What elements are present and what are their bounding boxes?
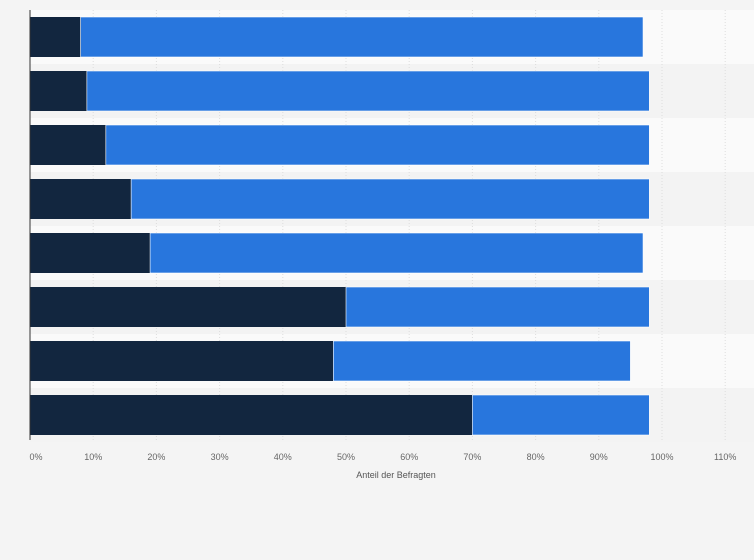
bar-segment-blue — [105, 124, 650, 166]
bar-segment-dark — [30, 71, 87, 111]
x-tick-label: 100% — [650, 452, 673, 462]
x-tick-label: 10% — [84, 452, 102, 462]
x-tick-label: 40% — [274, 452, 292, 462]
bar-segment-dark — [30, 341, 334, 381]
bar-segment-blue — [472, 394, 650, 436]
bars — [30, 16, 650, 436]
x-tick-label: 60% — [400, 452, 418, 462]
bar-segment-dark — [30, 179, 132, 219]
x-tick-label: 80% — [527, 452, 545, 462]
x-tick-label: 90% — [590, 452, 608, 462]
x-tick-label: 30% — [211, 452, 229, 462]
bar-segment-blue — [345, 286, 650, 328]
x-tick-label: 110% — [714, 452, 736, 462]
bar-segment-blue — [80, 16, 644, 58]
x-tick-label: 0% — [29, 452, 42, 462]
bar-segment-blue — [333, 340, 631, 382]
x-tick-label: 50% — [337, 452, 355, 462]
bar-segment-blue — [86, 70, 650, 112]
bar-segment-dark — [30, 17, 81, 57]
x-tick-label: 20% — [147, 452, 165, 462]
bar-segment-dark — [30, 125, 106, 165]
bar-segment-dark — [30, 233, 151, 273]
bar-segment-blue — [130, 178, 650, 220]
x-axis-title: Anteil der Befragten — [356, 470, 436, 480]
bar-segment-blue — [149, 232, 644, 274]
x-tick-label: 70% — [463, 452, 481, 462]
x-axis-ticks: 0% 10% 20% 30% 40% 50% 60% 70% 80% 90% 100% 110% — [29, 452, 736, 462]
bar-segment-dark — [30, 287, 346, 327]
bar-segment-dark — [30, 395, 473, 435]
